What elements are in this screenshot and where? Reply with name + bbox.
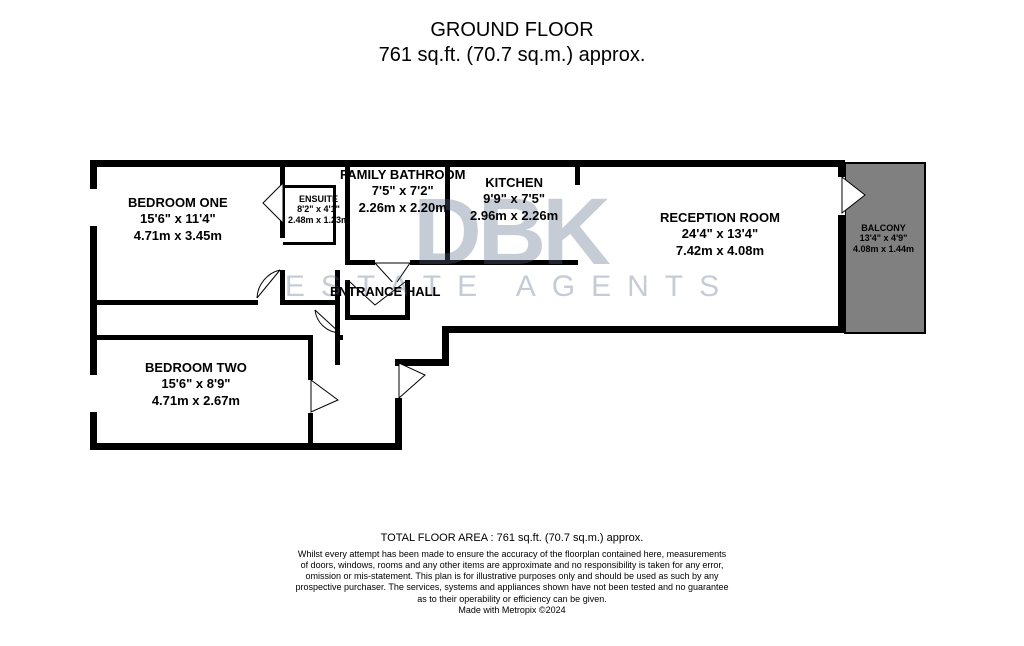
footer-l3: omission or mis-statement. This plan is … xyxy=(0,571,1024,582)
footer-l5: as to their operability or efficiency ca… xyxy=(0,594,1024,605)
label-balcony: BALCONY 13'4" x 4'9" 4.08m x 1.44m xyxy=(853,223,914,254)
label-bedroom-one: BEDROOM ONE 15'6" x 11'4" 4.71m x 3.45m xyxy=(128,195,228,244)
label-reception: RECEPTION ROOM 24'4" x 13'4" 7.42m x 4.0… xyxy=(660,210,780,259)
title-line2: 761 sq.ft. (70.7 sq.m.) approx. xyxy=(0,43,1024,68)
floor-plan: DBK ESTATE AGENTS BEDROOM ONE 15'6" x 11… xyxy=(90,150,935,460)
title-block: GROUND FLOOR 761 sq.ft. (70.7 sq.m.) app… xyxy=(0,18,1024,68)
footer-l6: Made with Metropix ©2024 xyxy=(0,605,1024,616)
title-line1: GROUND FLOOR xyxy=(0,18,1024,43)
label-hall: ENTRANCE HALL xyxy=(330,284,441,300)
footer-block: TOTAL FLOOR AREA : 761 sq.ft. (70.7 sq.m… xyxy=(0,532,1024,616)
label-bedroom-two: BEDROOM TWO 15'6" x 8'9" 4.71m x 2.67m xyxy=(145,360,247,409)
label-bathroom: FAMILY BATHROOM 7'5" x 7'2" 2.26m x 2.20… xyxy=(340,167,465,216)
footer-l4: prospective purchaser. The services, sys… xyxy=(0,582,1024,593)
footer-total: TOTAL FLOOR AREA : 761 sq.ft. (70.7 sq.m… xyxy=(0,532,1024,546)
footer-l1: Whilst every attempt has been made to en… xyxy=(0,549,1024,560)
footer-l2: of doors, windows, rooms and any other i… xyxy=(0,560,1024,571)
label-kitchen: KITCHEN 9'9" x 7'5" 2.96m x 2.26m xyxy=(470,175,558,224)
